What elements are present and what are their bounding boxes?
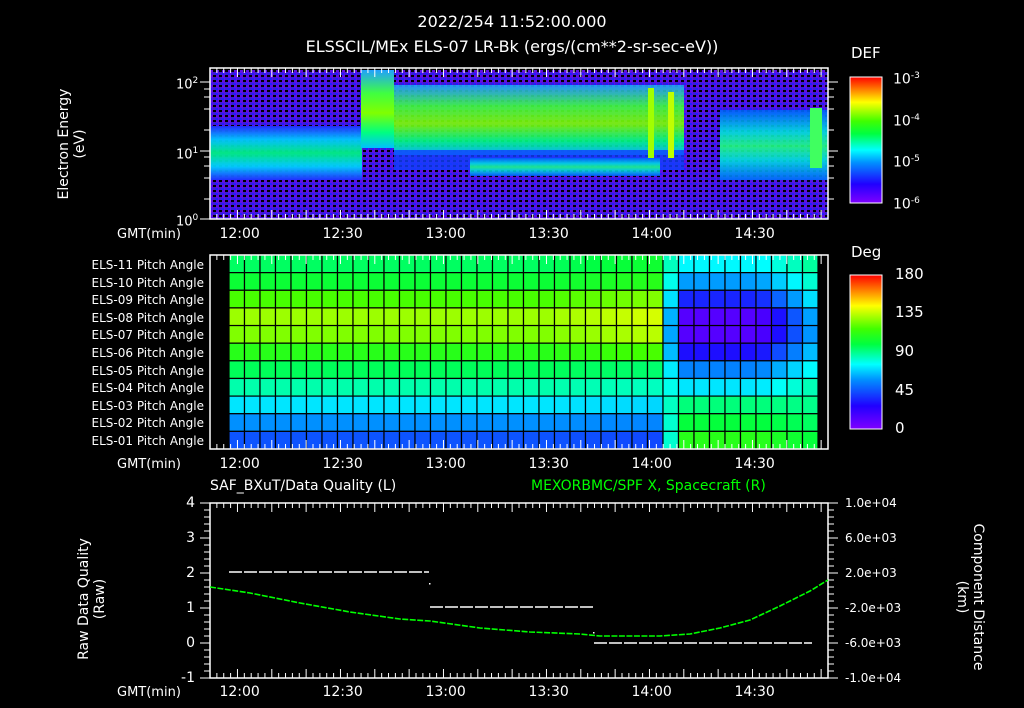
xlabel-gmt-2: GMT(min) <box>117 457 181 472</box>
left-ytick-label: 3 <box>186 530 195 546</box>
time-label: 13:00 <box>425 226 466 242</box>
colorbar-deg-label-90: 90 <box>895 342 915 360</box>
time-label: 12:30 <box>322 684 363 700</box>
pitch-angle-row-label: ELS-09 Pitch Angle <box>91 293 204 308</box>
xlabel-gmt-1: GMT(min) <box>117 227 181 242</box>
ytick-1e1: 101 <box>176 146 199 163</box>
panel3-title-right: MEXORBMC/SPF X, Spacecraft (R) <box>531 478 766 494</box>
time-label: 14:30 <box>734 456 775 472</box>
time-label: 14:30 <box>734 684 775 700</box>
time-label: 13:00 <box>425 456 466 472</box>
ylabel-left-line2: (Raw) <box>92 578 108 620</box>
right-ytick-label: -2.0e+03 <box>845 601 902 615</box>
left-ytick-label: 4 <box>186 495 195 511</box>
xlabel-gmt-3: GMT(min) <box>117 685 181 700</box>
ylabel-right-line2: (km) <box>954 580 970 614</box>
time-label: 14:30 <box>734 226 775 242</box>
panel3-yticks <box>200 502 838 679</box>
pitch-angle-row-label: ELS-08 Pitch Angle <box>91 310 204 325</box>
colorbar-def-title: DEF <box>851 44 881 62</box>
pitch-angle-grid <box>228 254 819 450</box>
colorbar-deg-label-135: 135 <box>895 303 924 321</box>
left-ytick-label: -1 <box>181 670 195 686</box>
pitch-angle-row-label: ELS-05 Pitch Angle <box>91 363 204 378</box>
time-label: 14:00 <box>631 456 672 472</box>
pitch-angle-row-label: ELS-01 Pitch Angle <box>91 434 204 448</box>
colorbar-deg-label-45: 45 <box>895 381 915 399</box>
colorbar-def-label-0: 10-3 <box>893 71 920 88</box>
time-label: 13:00 <box>425 684 466 700</box>
right-ytick-label: 2.0e+03 <box>845 566 897 580</box>
colorbar-deg-label-180: 180 <box>895 265 924 283</box>
time-label: 13:30 <box>528 456 569 472</box>
panel3-title-left: SAF_BXuT/Data Quality (L) <box>210 478 397 494</box>
time-label: 12:00 <box>219 226 260 242</box>
pitch-angle-row-label: ELS-10 Pitch Angle <box>91 275 204 290</box>
time-label: 12:30 <box>322 456 363 472</box>
pitch-angle-row-label: ELS-11 Pitch Angle <box>91 258 204 272</box>
pitch-angle-row-label: ELS-02 Pitch Angle <box>91 416 204 431</box>
time-label: 12:00 <box>219 684 260 700</box>
right-ytick-label: -1.0e+04 <box>845 671 902 685</box>
colorbar-def-label-3: 10-6 <box>893 196 920 213</box>
pitch-angle-row-label: ELS-06 Pitch Angle <box>91 346 204 360</box>
ytick-1e0: 100 <box>176 213 199 230</box>
colorbar-def-label-2: 10-5 <box>893 154 920 171</box>
plot-title: ELSSCIL/MEx ELS-07 LR-Bk (ergs/(cm**2-sr… <box>305 37 719 56</box>
pitch-angle-row-label: ELS-03 Pitch Angle <box>91 398 204 413</box>
time-label: 12:30 <box>322 226 363 242</box>
timestamp-title: 2022/254 11:52:00.000 <box>417 12 607 31</box>
time-label: 14:00 <box>631 684 672 700</box>
time-label: 12:00 <box>219 456 260 472</box>
time-label: 14:00 <box>631 226 672 242</box>
ylabel-right-line1: Component Distance <box>970 523 986 671</box>
right-ytick-label: 6.0e+03 <box>845 531 897 545</box>
left-ytick-label: 0 <box>186 635 195 651</box>
time-label: 13:30 <box>528 226 569 242</box>
left-ytick-label: 2 <box>186 565 195 581</box>
colorbar-deg-title: Deg <box>851 243 882 261</box>
left-ytick-label: 1 <box>186 600 195 616</box>
panel1-ticks <box>200 81 838 220</box>
colorbar-deg-label-0: 0 <box>895 419 905 437</box>
ylabel-left-line1: Raw Data Quality <box>76 538 92 660</box>
colorbar-def-label-1: 10-4 <box>893 113 920 130</box>
data-quality-series <box>229 571 812 644</box>
panel3-ylabel-left: Raw Data Quality (Raw) <box>76 519 108 679</box>
pitch-angle-row-label: ELS-04 Pitch Angle <box>91 381 204 396</box>
panel3-ylabel-right: Component Distance (km) <box>954 507 986 687</box>
time-label: 13:30 <box>528 684 569 700</box>
right-ytick-label: 1.0e+04 <box>845 496 897 510</box>
spacecraft-x-series <box>209 579 829 637</box>
pitch-angle-row-label: ELS-07 Pitch Angle <box>91 328 204 343</box>
ytick-1e2: 102 <box>176 76 199 93</box>
right-ytick-label: -6.0e+03 <box>845 636 902 650</box>
